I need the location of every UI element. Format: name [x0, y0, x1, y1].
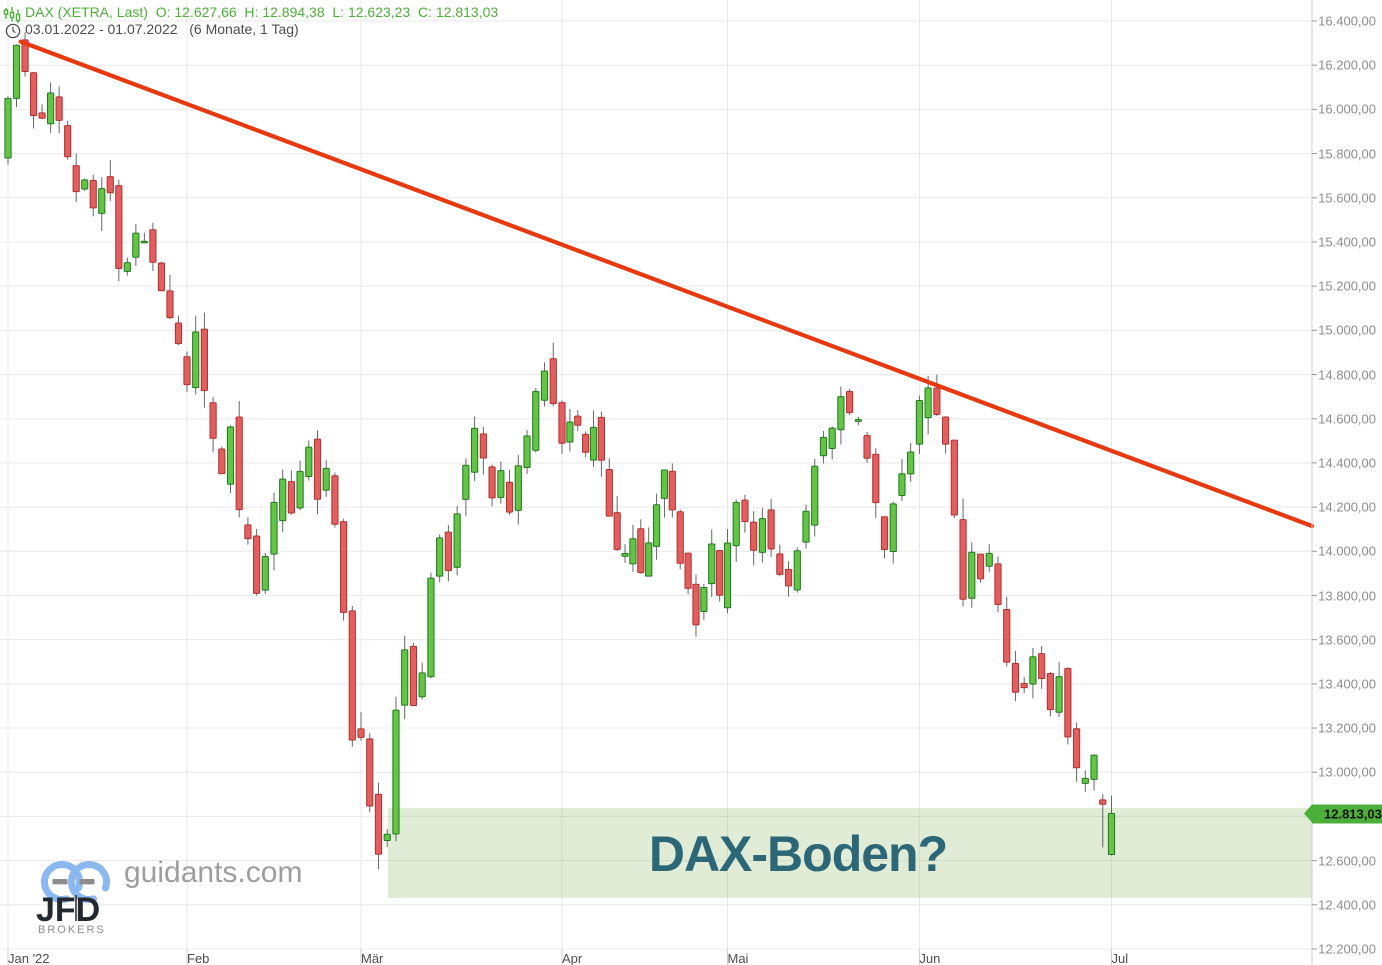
svg-text:BROKERS: BROKERS	[38, 924, 106, 936]
